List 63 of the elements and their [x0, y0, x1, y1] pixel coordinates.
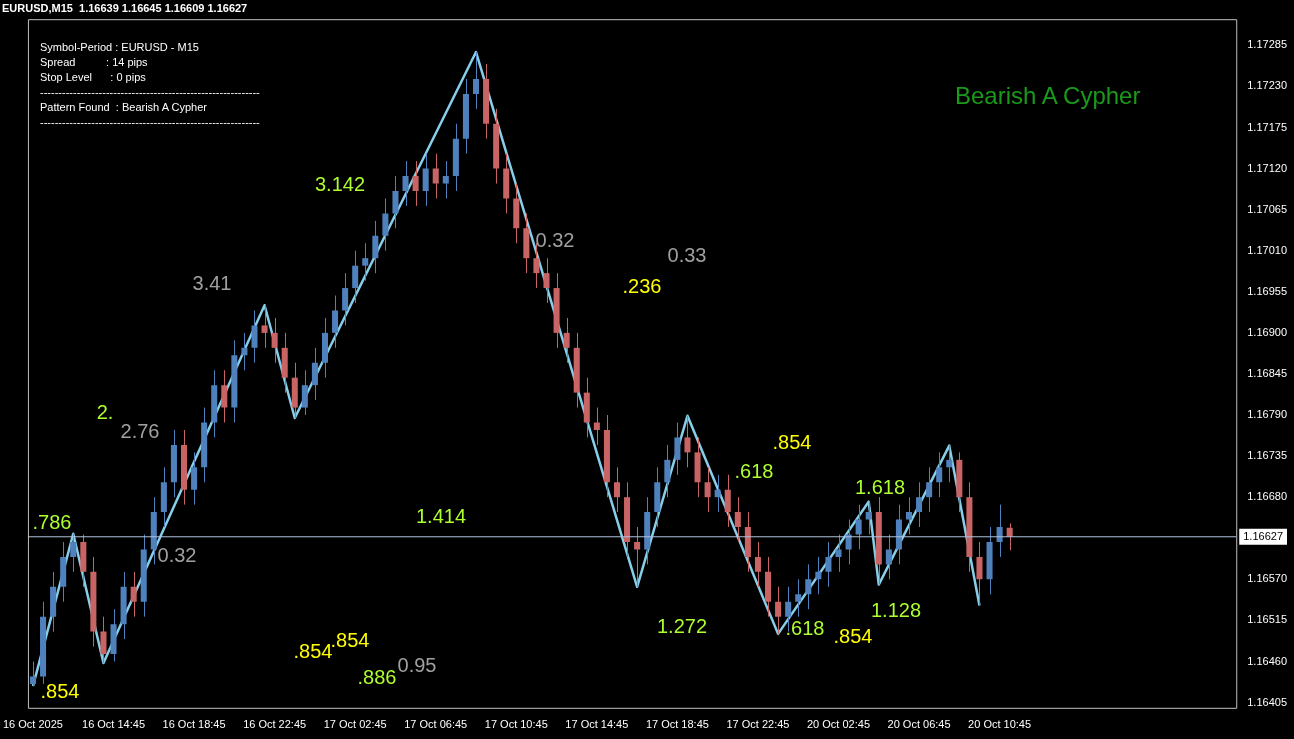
- candlestick: [251, 309, 258, 364]
- y-tick-label: 1.16735: [1247, 449, 1287, 462]
- y-tick-label: 1.17010: [1247, 243, 1287, 256]
- annotation: .854: [40, 679, 80, 703]
- x-tick-label: 20 Oct 06:45: [887, 718, 951, 731]
- ref-line-label: 1.16627: [1243, 529, 1283, 542]
- y-tick-label: 1.16570: [1247, 572, 1287, 585]
- x-tick-label: 20 Oct 10:45: [968, 718, 1032, 731]
- annotation: 2.76: [120, 419, 160, 443]
- annotation: 1.618: [854, 475, 906, 499]
- x-tick-label: 17 Oct 18:45: [645, 718, 709, 731]
- x-tick-label: 16 Oct 22:45: [243, 718, 307, 731]
- annotation: 0.95: [397, 653, 437, 677]
- y-tick-label: 1.16955: [1247, 284, 1287, 297]
- y-tick-label: 1.17230: [1247, 79, 1287, 92]
- annotation: .786: [32, 510, 72, 534]
- y-tick-label: 1.16845: [1247, 366, 1287, 379]
- y-tick-label: 1.16680: [1247, 490, 1287, 503]
- annotation: Pattern Found : Bearish A Cypher: [40, 100, 208, 115]
- x-tick-label: 16 Oct 2025: [3, 718, 63, 731]
- annotation: .854: [833, 624, 873, 648]
- y-tick-label: 1.17285: [1247, 38, 1287, 51]
- x-tick-label: 17 Oct 14:45: [565, 718, 629, 731]
- candlestick: [835, 534, 842, 573]
- annotation: 0.32: [157, 543, 197, 567]
- annotation: Bearish A Cypher: [955, 82, 1141, 110]
- annotation: .854: [772, 430, 812, 454]
- y-tick-label: 1.16515: [1247, 613, 1287, 626]
- candlestick: [543, 257, 550, 304]
- chart-title: EURUSD,M15 1.16639 1.16645 1.16609 1.16627: [2, 1, 248, 14]
- annotation: 2.: [96, 400, 114, 424]
- annotation: 1.414: [415, 504, 467, 528]
- annotation: 1.272: [656, 614, 708, 638]
- y-tick-label: 1.17175: [1247, 120, 1287, 133]
- annotation: .236: [622, 274, 662, 298]
- x-tick-label: 20 Oct 02:45: [807, 718, 871, 731]
- annotation: Spread : 14 pips: [40, 55, 149, 70]
- x-tick-label: 17 Oct 02:45: [323, 718, 387, 731]
- y-tick-label: 1.17120: [1247, 161, 1287, 174]
- annotation: .618: [734, 459, 774, 483]
- y-tick-label: 1.17065: [1247, 202, 1287, 215]
- x-tick-label: 16 Oct 14:45: [82, 718, 146, 731]
- y-tick-label: 1.16900: [1247, 325, 1287, 338]
- annotation: 3.41: [192, 271, 232, 295]
- x-tick-label: 16 Oct 18:45: [162, 718, 226, 731]
- annotation: .854: [330, 628, 370, 651]
- annotation: 0.32: [535, 228, 575, 252]
- y-tick-label: 1.16460: [1247, 654, 1287, 667]
- annotation: .618: [785, 616, 825, 640]
- annotation: ------------------------------------------------------------: [40, 85, 260, 100]
- y-tick-label: 1.16405: [1247, 695, 1287, 708]
- annotation: 0.33: [667, 243, 707, 267]
- annotation: 1.128: [870, 598, 922, 622]
- x-tick-label: 17 Oct 22:45: [726, 718, 790, 731]
- annotation: Stop Level : 0 pips: [40, 70, 147, 85]
- annotation: 3.142: [314, 172, 366, 196]
- annotation: .854: [293, 639, 333, 663]
- annotation: ------------------------------------------------------------: [40, 115, 260, 130]
- annotation: Symbol-Period : EURUSD - M15: [40, 40, 200, 55]
- y-tick-label: 1.16790: [1247, 408, 1287, 421]
- annotation: .886: [357, 665, 397, 689]
- x-tick-label: 17 Oct 10:45: [484, 718, 548, 731]
- x-tick-label: 17 Oct 06:45: [404, 718, 468, 731]
